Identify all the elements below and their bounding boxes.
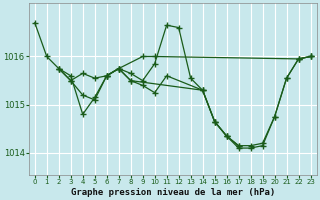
X-axis label: Graphe pression niveau de la mer (hPa): Graphe pression niveau de la mer (hPa) — [70, 188, 275, 197]
